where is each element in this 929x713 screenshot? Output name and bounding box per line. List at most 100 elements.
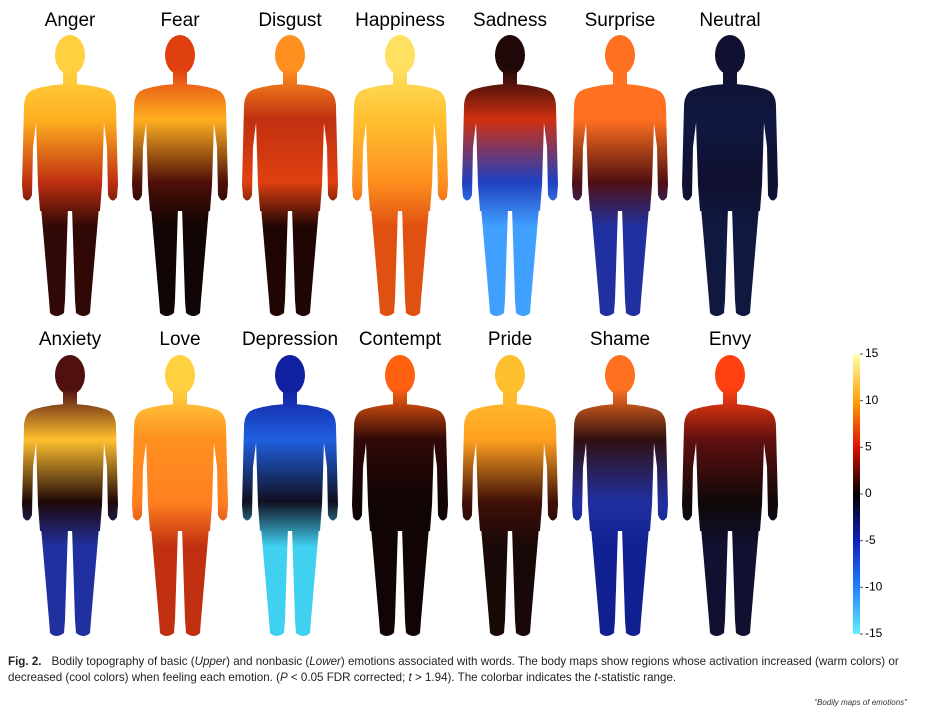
body-part [72, 207, 99, 316]
caption: Fig. 2. Bodily topography of basic (Upper… [8, 654, 920, 686]
body-part [732, 527, 759, 636]
emotion-label: Disgust [258, 10, 322, 31]
body-part [352, 89, 367, 201]
body-part [182, 207, 209, 316]
body-part [503, 391, 517, 407]
body-maps: Anger Fear Disgust Happiness Sadness Surprise… [22, 10, 883, 640]
colorbar-tick-label: 10 [865, 393, 879, 407]
body-head [275, 35, 305, 75]
body-part [723, 391, 737, 407]
emotion-label: Envy [709, 329, 752, 350]
body-head [275, 355, 305, 395]
body-part [213, 89, 228, 201]
body-part [283, 391, 297, 407]
body-map [572, 355, 668, 636]
colorbar [853, 354, 860, 634]
body-part [365, 404, 435, 531]
body-part [173, 391, 187, 407]
body-map [22, 355, 118, 636]
body-part [242, 409, 257, 521]
body-part [622, 527, 649, 636]
colorbar-tick-label: 15 [865, 346, 879, 360]
body-head [165, 35, 195, 75]
body-part [292, 207, 319, 316]
emotion-label: Anxiety [39, 329, 102, 350]
body-part [22, 409, 37, 521]
colorbar-tick-label: -5 [865, 533, 876, 547]
body-part [591, 527, 618, 636]
body-map [462, 355, 558, 636]
body-map [682, 35, 778, 316]
body-map [572, 35, 668, 316]
body-part [481, 207, 508, 316]
colorbar-tick-label: 5 [865, 440, 872, 454]
emotion-label: Surprise [585, 10, 656, 31]
body-part [41, 527, 68, 636]
caption-italic: t [408, 671, 412, 684]
body-part [283, 71, 297, 87]
body-part [695, 404, 765, 531]
body-part [145, 404, 215, 531]
body-part [475, 84, 545, 211]
body-part [591, 207, 618, 316]
caption-text: < 0.05 FDR corrected; [287, 671, 409, 684]
body-map [132, 355, 228, 636]
body-part [682, 89, 697, 201]
body-part [613, 391, 627, 407]
body-part [352, 409, 367, 521]
body-part [255, 84, 325, 211]
body-head [385, 355, 415, 395]
body-part [132, 89, 147, 201]
body-part [63, 391, 77, 407]
body-part [35, 84, 105, 211]
body-part [622, 207, 649, 316]
body-part [173, 71, 187, 87]
body-part [182, 527, 209, 636]
body-head [495, 355, 525, 395]
body-part [393, 391, 407, 407]
body-part [213, 409, 228, 521]
body-part [103, 89, 118, 201]
caption-text: > 1.94). The colorbar indicates the [411, 671, 595, 684]
emotion-label: Sadness [473, 10, 547, 31]
body-part [323, 409, 338, 521]
body-part [132, 409, 147, 521]
body-head [715, 35, 745, 75]
body-head [385, 35, 415, 75]
body-part [462, 409, 477, 521]
body-part [481, 527, 508, 636]
body-map [242, 355, 338, 636]
body-part [371, 527, 398, 636]
body-part [763, 89, 778, 201]
body-part [145, 84, 215, 211]
body-part [475, 404, 545, 531]
colorbar-tick-label: -10 [865, 580, 883, 594]
body-head [165, 355, 195, 395]
body-part [151, 527, 178, 636]
emotion-label: Fear [160, 10, 200, 31]
body-head [715, 355, 745, 395]
emotion-label: Happiness [355, 10, 445, 31]
caption-italic: Lower [309, 655, 341, 668]
body-part [261, 527, 288, 636]
body-head [55, 35, 85, 75]
body-part [72, 527, 99, 636]
body-part [653, 409, 668, 521]
body-part [242, 89, 257, 201]
body-part [613, 71, 627, 87]
caption-text: Bodily topography of basic ( [51, 655, 195, 668]
body-part [653, 89, 668, 201]
body-part [572, 89, 587, 201]
body-head [55, 355, 85, 395]
body-map [462, 35, 558, 316]
caption-text: -statistic range. [597, 671, 677, 684]
body-part [41, 207, 68, 316]
body-part [462, 89, 477, 201]
emotion-label: Neutral [699, 10, 760, 31]
body-map [22, 35, 118, 316]
caption-text: ) and nonbasic ( [226, 655, 310, 668]
caption-italic: Upper [194, 655, 227, 668]
body-part [151, 207, 178, 316]
caption-text: ) emotions associated with words. The bo… [8, 655, 899, 684]
